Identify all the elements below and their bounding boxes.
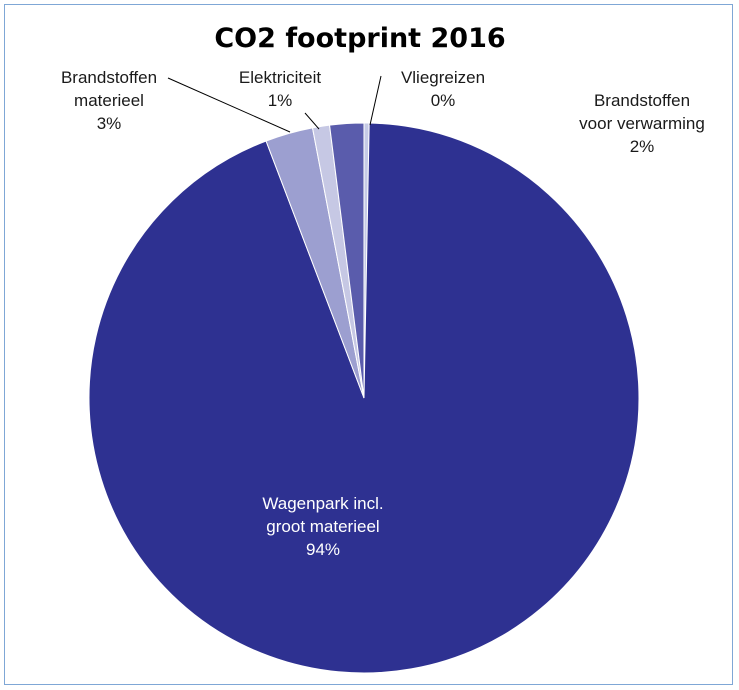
slice-label-brandstoffen-voor-verwarming: Brandstoffen voor verwarming 2% (579, 91, 705, 156)
slice-label-elektriciteit: Elektriciteit 1% (239, 68, 321, 110)
slice-label-vliegreizen: Vliegreizen 0% (401, 68, 485, 110)
pie-slice-brandstoffen-voor-verwarming (329, 122, 365, 399)
chart-frame: CO2 footprint 2016 Vliegreizen 0% Wagenpar… (4, 4, 733, 685)
leader-line-elektriciteit (304, 112, 320, 130)
chart-title: CO2 footprint 2016 (214, 23, 505, 54)
leader-line-brandstoffen-materieel (167, 77, 291, 133)
slice-label-brandstoffen-materieel: Brandstoffen materieel 3% (61, 68, 157, 133)
leader-line-vliegreizen (369, 75, 382, 126)
slice-label-wagenpark-incl-groot-materieel: Wagenpark incl. groot materieel 94% (262, 494, 383, 559)
pie-chart: CO2 footprint 2016 Vliegreizen 0% Wagenpar… (61, 23, 705, 674)
